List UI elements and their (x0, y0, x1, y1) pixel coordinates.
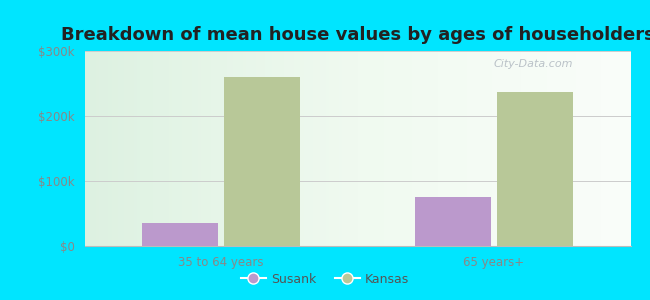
Bar (497, 92, 573, 246)
Title: Breakdown of mean house values by ages of householders: Breakdown of mean house values by ages o… (60, 26, 650, 44)
Bar (415, 197, 491, 246)
Text: City-Data.com: City-Data.com (494, 59, 573, 69)
Bar (224, 77, 300, 246)
Bar (142, 223, 218, 246)
Legend: Susank, Kansas: Susank, Kansas (236, 268, 414, 291)
